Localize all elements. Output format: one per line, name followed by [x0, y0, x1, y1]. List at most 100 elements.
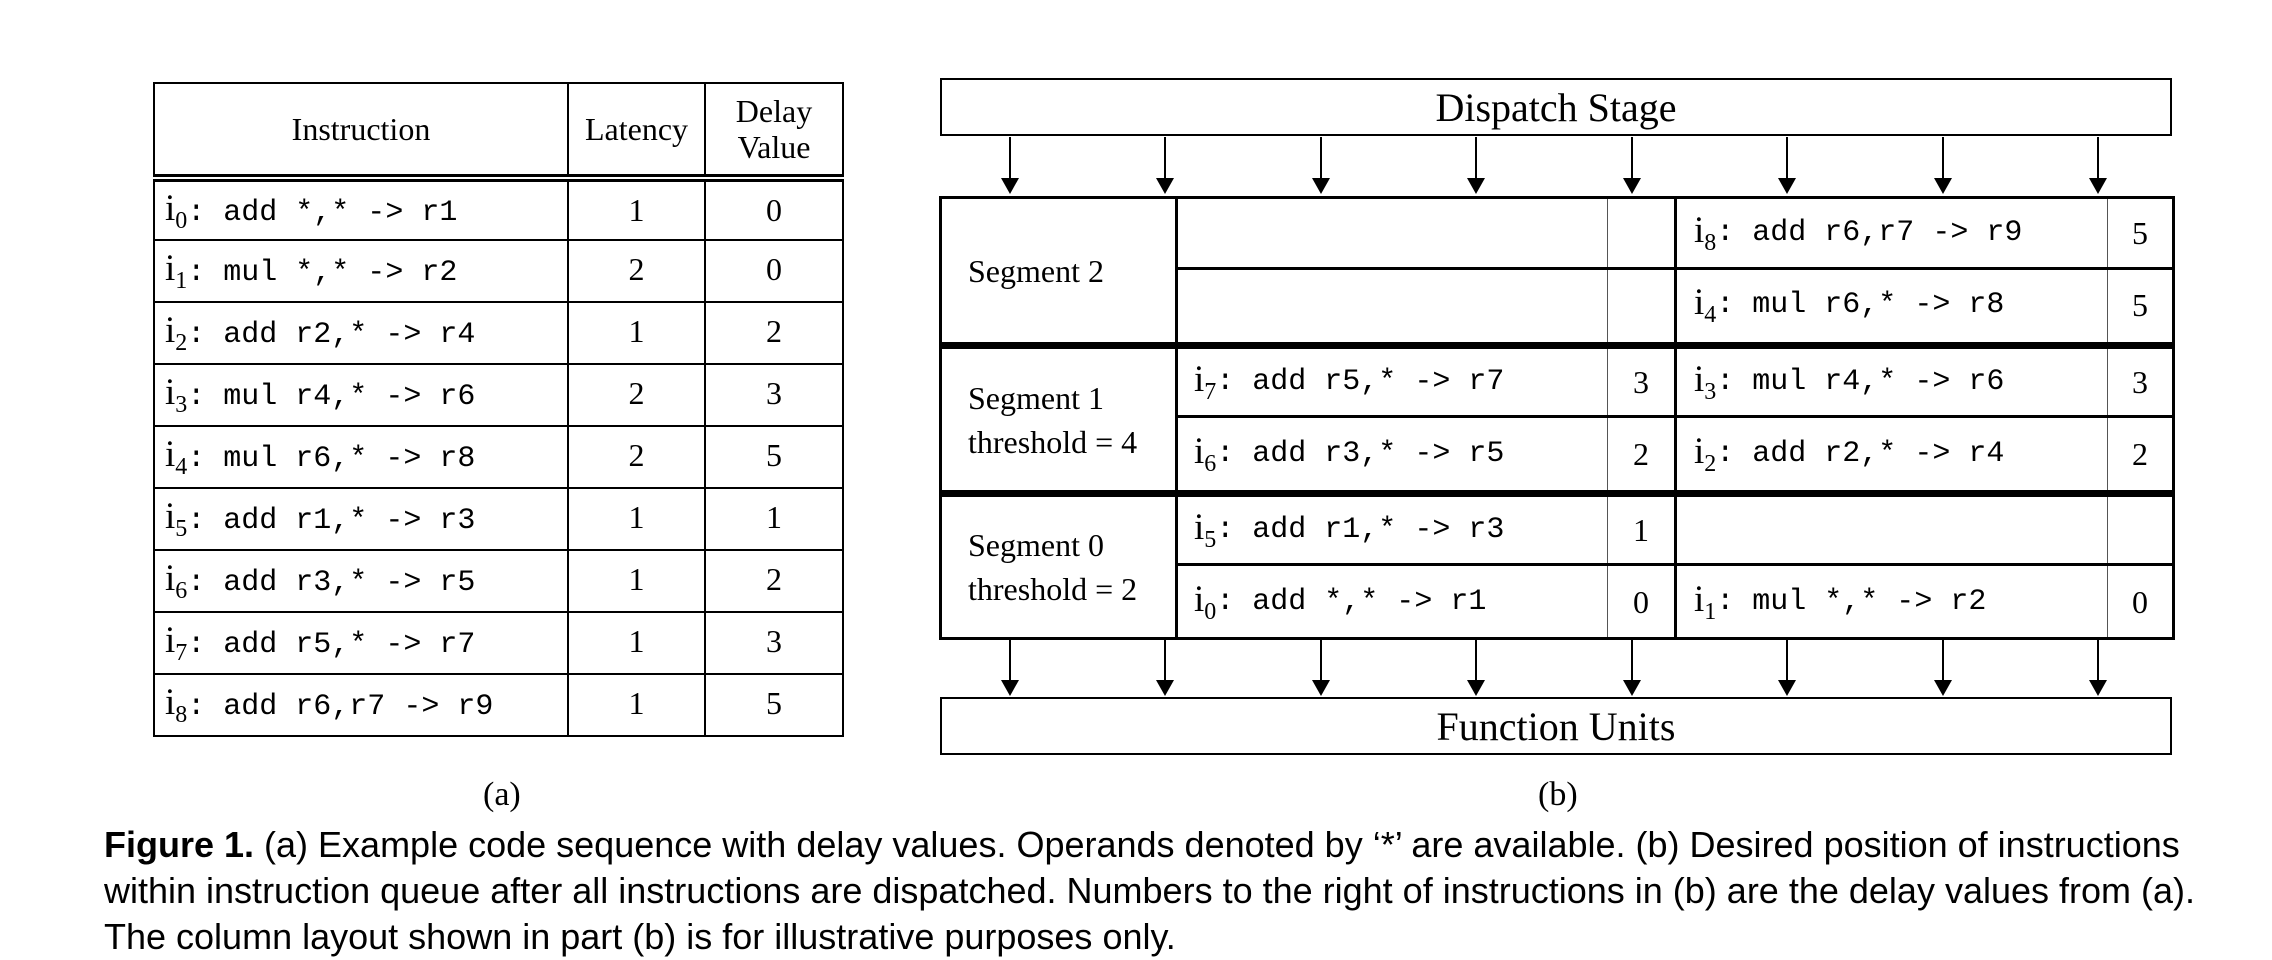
- table-row: i5: add r1,* -> r3 1 1: [153, 487, 844, 551]
- instruction-cell: i0: add *,* -> r1: [153, 174, 569, 241]
- segment2-row-divider: [1178, 267, 2172, 270]
- instruction-id: i7: [165, 620, 188, 666]
- latency-cell: 2: [567, 363, 706, 427]
- queue-delay-s1r1-left: 3: [1633, 363, 1649, 400]
- table-row: i0: add *,* -> r1 1 0: [153, 174, 844, 241]
- instruction-cell: i5: add r1,* -> r3: [153, 487, 569, 551]
- issue-arrow-icon: [1000, 639, 1020, 696]
- queue-instruction-s1r2-right: i2: add r2,* -> r4: [1694, 418, 2004, 490]
- issue-arrow-icon: [1466, 639, 1486, 696]
- segment-1-label: Segment 1 threshold = 4: [968, 376, 1137, 464]
- queue-instruction-s2r2-right: i4: mul r6,* -> r8: [1694, 270, 2004, 340]
- dispatch-arrow-icon: [1000, 137, 1020, 194]
- latency-cell: 1: [567, 174, 706, 241]
- segment0-row-divider: [1178, 563, 2172, 566]
- function-units-box: Function Units: [940, 697, 2172, 755]
- instruction-cell: i4: mul r6,* -> r8: [153, 425, 569, 489]
- dispatch-arrow-icon: [1777, 137, 1797, 194]
- instruction-id: i5: [1194, 507, 1217, 553]
- instruction-id: i0: [165, 187, 188, 234]
- segment-0-threshold: threshold = 2: [968, 571, 1138, 607]
- column-divider: [1674, 199, 1677, 637]
- issue-arrow-icon: [1155, 639, 1175, 696]
- instruction-code: : add r2,* -> r4: [1716, 437, 2005, 471]
- instruction-queue: Segment 2 Segment 1 threshold = 4 Segmen…: [939, 196, 2175, 640]
- header-delay-line1: Delay: [735, 93, 813, 129]
- queue-instruction-s0r1-left: i5: add r1,* -> r3: [1194, 497, 1504, 563]
- segment-2-name: Segment 2: [968, 253, 1104, 289]
- instruction-cell: i3: mul r4,* -> r6: [153, 363, 569, 427]
- instruction-code: : add r2,* -> r4: [187, 318, 476, 352]
- instruction-code: : add r3,* -> r5: [1216, 437, 1505, 471]
- instruction-code: : mul r4,* -> r6: [187, 380, 476, 414]
- instruction-id: i3: [165, 372, 188, 418]
- issue-arrow-icon: [2088, 639, 2108, 696]
- table-header-row: Instruction Latency Delay Value: [153, 82, 844, 179]
- instruction-id: i4: [165, 434, 188, 480]
- latency-cell: 1: [567, 301, 706, 365]
- header-delay-line2: Value: [737, 129, 811, 165]
- table-row: i8: add r6,r7 -> r9 1 5: [153, 673, 844, 737]
- instruction-id: i6: [1194, 431, 1217, 477]
- instruction-id: i8: [165, 682, 188, 728]
- instruction-code: : add r3,* -> r5: [187, 566, 476, 600]
- instruction-id: i4: [1694, 282, 1717, 328]
- dispatch-arrow-icon: [2088, 137, 2108, 194]
- instruction-code: : add *,* -> r1: [187, 195, 458, 230]
- segment-1-threshold: threshold = 4: [968, 424, 1138, 460]
- subfigure-caption-a: (a): [483, 776, 521, 813]
- left-delay-divider: [1607, 199, 1608, 637]
- instruction-id: i2: [165, 310, 188, 356]
- instruction-id: i0: [1194, 579, 1217, 625]
- subfigure-caption-b: (b): [1538, 776, 1578, 813]
- instruction-id: i6: [165, 558, 188, 604]
- instruction-cell: i7: add r5,* -> r7: [153, 611, 569, 675]
- queue-instruction-s0r2-left: i0: add *,* -> r1: [1194, 566, 1486, 638]
- instruction-cell: i8: add r6,r7 -> r9: [153, 673, 569, 737]
- dispatch-arrow-icon: [1155, 137, 1175, 194]
- queue-delay-s1r2-left: 2: [1633, 435, 1649, 472]
- latency-cell: 1: [567, 549, 706, 613]
- latency-cell: 1: [567, 487, 706, 551]
- queue-delay-s0r2-left: 0: [1633, 583, 1649, 620]
- delay-value-cell: 3: [704, 611, 844, 675]
- latency-cell: 1: [567, 673, 706, 737]
- table-row: i7: add r5,* -> r7 1 3: [153, 611, 844, 675]
- instruction-code: : mul r6,* -> r8: [187, 442, 476, 476]
- dispatch-stage-box: Dispatch Stage: [940, 78, 2172, 136]
- queue-instruction-s2r1-right: i8: add r6,r7 -> r9: [1694, 199, 2022, 267]
- figure-caption: Figure 1. (a) Example code sequence with…: [104, 822, 2204, 960]
- queue-instruction-s1r2-left: i6: add r3,* -> r5: [1194, 418, 1504, 490]
- queue-delay-s2r2-right: 5: [2132, 286, 2148, 323]
- instruction-code: : add r6,r7 -> r9: [1716, 216, 2023, 250]
- issue-arrow-icon: [1622, 639, 1642, 696]
- dispatch-arrow-icon: [1466, 137, 1486, 194]
- instruction-code: : add r5,* -> r7: [1216, 365, 1505, 399]
- instruction-id: i2: [1694, 431, 1717, 477]
- instruction-code: : add r1,* -> r3: [1216, 513, 1505, 547]
- figure-label: Figure 1.: [104, 824, 255, 865]
- instruction-code: : add r6,r7 -> r9: [187, 690, 494, 724]
- segment1-row-divider: [1178, 415, 2172, 418]
- instruction-id: i8: [1694, 210, 1717, 256]
- header-latency: Latency: [567, 82, 706, 179]
- queue-instruction-s0r2-right: i1: mul *,* -> r2: [1694, 566, 1986, 638]
- delay-value-cell: 0: [704, 174, 844, 241]
- instruction-id: i3: [1694, 359, 1717, 405]
- instruction-id: i7: [1194, 359, 1217, 405]
- delay-value-cell: 0: [704, 239, 844, 303]
- header-instruction: Instruction: [153, 82, 569, 179]
- delay-value-cell: 3: [704, 363, 844, 427]
- delay-value-cell: 5: [704, 425, 844, 489]
- delay-value-cell: 2: [704, 301, 844, 365]
- dispatch-arrow-icon: [1622, 137, 1642, 194]
- segment-1-name: Segment 1: [968, 380, 1104, 416]
- header-delay-value: Delay Value: [704, 82, 844, 179]
- queue-delay-s2r1-right: 5: [2132, 214, 2148, 251]
- instruction-code: : mul *,* -> r2: [1716, 585, 1987, 619]
- instruction-code: : mul *,* -> r2: [187, 256, 458, 290]
- table-row: i6: add r3,* -> r5 1 2: [153, 549, 844, 613]
- queue-instruction-s1r1-left: i7: add r5,* -> r7: [1194, 349, 1504, 415]
- queue-delay-s0r2-right: 0: [2132, 583, 2148, 620]
- latency-cell: 2: [567, 239, 706, 303]
